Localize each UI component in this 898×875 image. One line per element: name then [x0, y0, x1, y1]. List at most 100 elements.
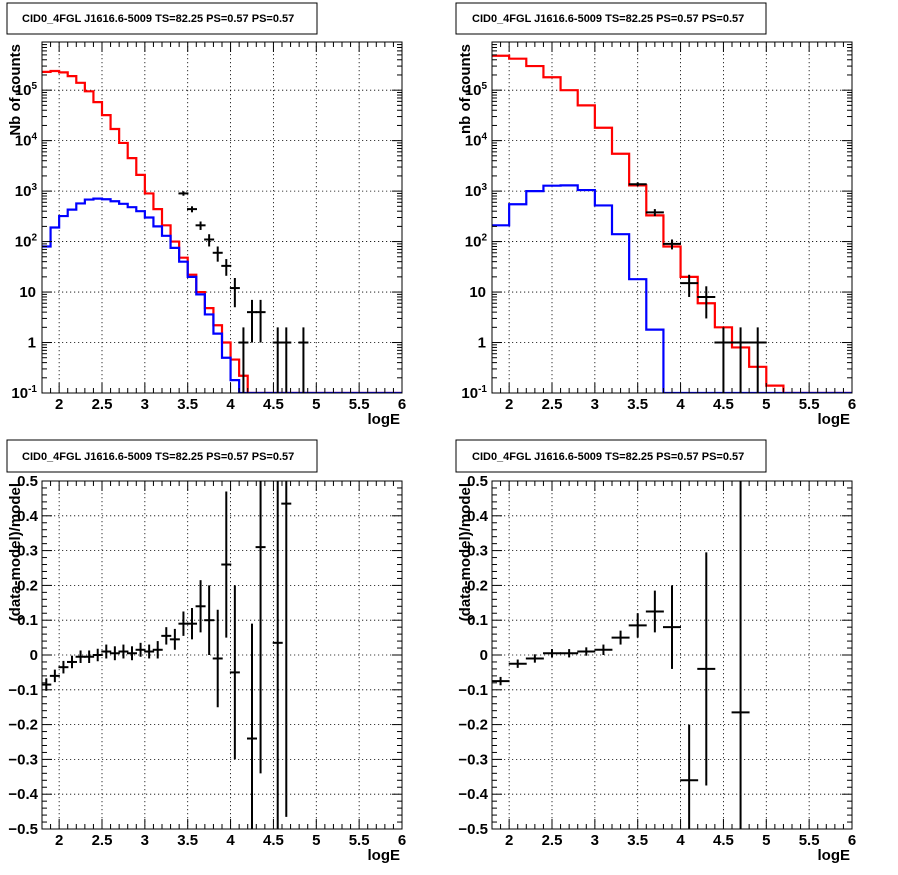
title-box — [6, 439, 318, 473]
data-point — [75, 650, 86, 664]
x-tick-label: 3.5 — [177, 396, 198, 413]
x-tick-label: 2 — [505, 832, 513, 849]
y-tick-label: 0.4 — [467, 508, 489, 525]
data-point — [697, 552, 716, 786]
data-point — [169, 628, 180, 650]
data-point — [49, 669, 60, 683]
x-tick-label: 2.5 — [542, 832, 563, 849]
data-point — [255, 299, 266, 343]
x-tick-label: 4.5 — [713, 832, 734, 849]
x-tick-label: 6 — [398, 832, 406, 849]
data-point — [628, 613, 647, 638]
x-axis-label: logE — [368, 411, 401, 428]
plot-pad-2: CID0_4FGL J1616.6-5009 TS=82.25 PS=0.57 … — [455, 2, 856, 428]
plot-frame — [491, 41, 853, 394]
data-point — [731, 481, 750, 829]
data-point — [195, 580, 206, 633]
y-tick-label: 1 — [478, 335, 486, 352]
y-tick-label: 0.3 — [467, 543, 488, 560]
x-tick-label: 4 — [226, 396, 235, 413]
data-point — [42, 678, 52, 691]
x-tick-label: 5 — [762, 832, 770, 849]
data-point — [663, 239, 681, 250]
data-point — [525, 654, 544, 663]
chart-title: CID0_4FGL J1616.6-5009 TS=82.25 PS=0.57 … — [472, 13, 744, 25]
x-tick-label: 6 — [398, 396, 406, 413]
y-tick-label: 0 — [30, 647, 38, 664]
data-point — [212, 246, 223, 262]
y-tick-label: 0.1 — [17, 612, 38, 629]
y-tick-label: 10 — [19, 284, 36, 301]
data-point — [212, 609, 223, 708]
data-point — [238, 327, 249, 393]
y-tick-label: −0.4 — [458, 786, 488, 803]
data-point — [594, 644, 613, 655]
y-axis-label: (data-model)/model — [7, 483, 24, 621]
data-point — [161, 627, 172, 645]
data-point — [229, 277, 240, 308]
x-tick-label: 3.5 — [627, 832, 648, 849]
x-tick-label: 3 — [141, 832, 149, 849]
grid — [42, 42, 402, 393]
y-tick-label: 103 — [15, 182, 38, 200]
data-point — [118, 644, 129, 659]
plot-pad-1: CID0_4FGL J1616.6-5009 TS=82.25 PS=0.57 … — [6, 2, 406, 428]
data-point — [663, 585, 681, 669]
data-point — [272, 481, 283, 829]
y-tick-label: 103 — [465, 182, 488, 200]
x-tick-label: 4.5 — [263, 832, 284, 849]
y-axis-label: (data-model)/model — [457, 483, 474, 621]
data-point — [178, 611, 189, 636]
data-point — [84, 650, 95, 664]
x-tick-label: 5 — [312, 832, 320, 849]
data-point — [645, 590, 664, 633]
title-box — [455, 2, 767, 35]
data-point — [127, 646, 137, 661]
y-tick-label: 0 — [480, 647, 488, 664]
data-point — [135, 642, 146, 657]
data-point — [508, 659, 527, 668]
y-tick-label: −0.3 — [458, 751, 488, 768]
x-tick-label: 5 — [762, 396, 770, 413]
data-point — [187, 608, 197, 640]
chart-title: CID0_4FGL J1616.6-5009 TS=82.25 PS=0.57 … — [472, 451, 744, 463]
chart-title: CID0_4FGL J1616.6-5009 TS=82.25 PS=0.57 … — [22, 451, 294, 463]
x-axis-label: logE — [818, 847, 851, 864]
data-point — [255, 481, 266, 774]
data-point — [714, 327, 733, 393]
data-point — [680, 724, 699, 829]
y-tick-label: 105 — [15, 81, 38, 99]
data-point — [204, 585, 215, 655]
y-axis-label: nb of counts — [457, 44, 474, 134]
data-point — [152, 641, 163, 659]
y-tick-label: 104 — [465, 132, 488, 150]
series-line-1 — [42, 69, 402, 393]
y-tick-label: 102 — [15, 233, 38, 251]
data-point — [92, 648, 103, 662]
x-tick-label: 3 — [141, 396, 149, 413]
series-line-2 — [42, 197, 402, 393]
x-tick-label: 2.5 — [92, 832, 113, 849]
x-tick-label: 3 — [591, 832, 599, 849]
y-tick-label: 102 — [465, 233, 488, 251]
x-tick-label: 3 — [591, 396, 599, 413]
plot-pad-3: CID0_4FGL J1616.6-5009 TS=82.25 PS=0.57 … — [6, 439, 406, 864]
x-tick-label: 6 — [848, 832, 856, 849]
data-point — [178, 191, 189, 196]
title-box — [455, 439, 767, 473]
y-tick-label: −0.1 — [458, 682, 488, 699]
series-line-2 — [492, 184, 852, 393]
chart-title: CID0_4FGL J1616.6-5009 TS=82.25 PS=0.57 … — [22, 13, 294, 25]
x-tick-label: 4 — [676, 832, 685, 849]
x-tick-label: 5.5 — [349, 396, 370, 413]
data-point — [577, 647, 596, 656]
x-tick-label: 5.5 — [799, 396, 820, 413]
data-point — [628, 182, 647, 187]
data-point — [101, 644, 112, 659]
data-point — [298, 327, 309, 393]
title-box — [6, 2, 318, 35]
data-point — [221, 491, 232, 638]
y-tick-label: 0.1 — [467, 612, 488, 629]
data-point — [109, 646, 120, 661]
data-point — [247, 299, 257, 343]
